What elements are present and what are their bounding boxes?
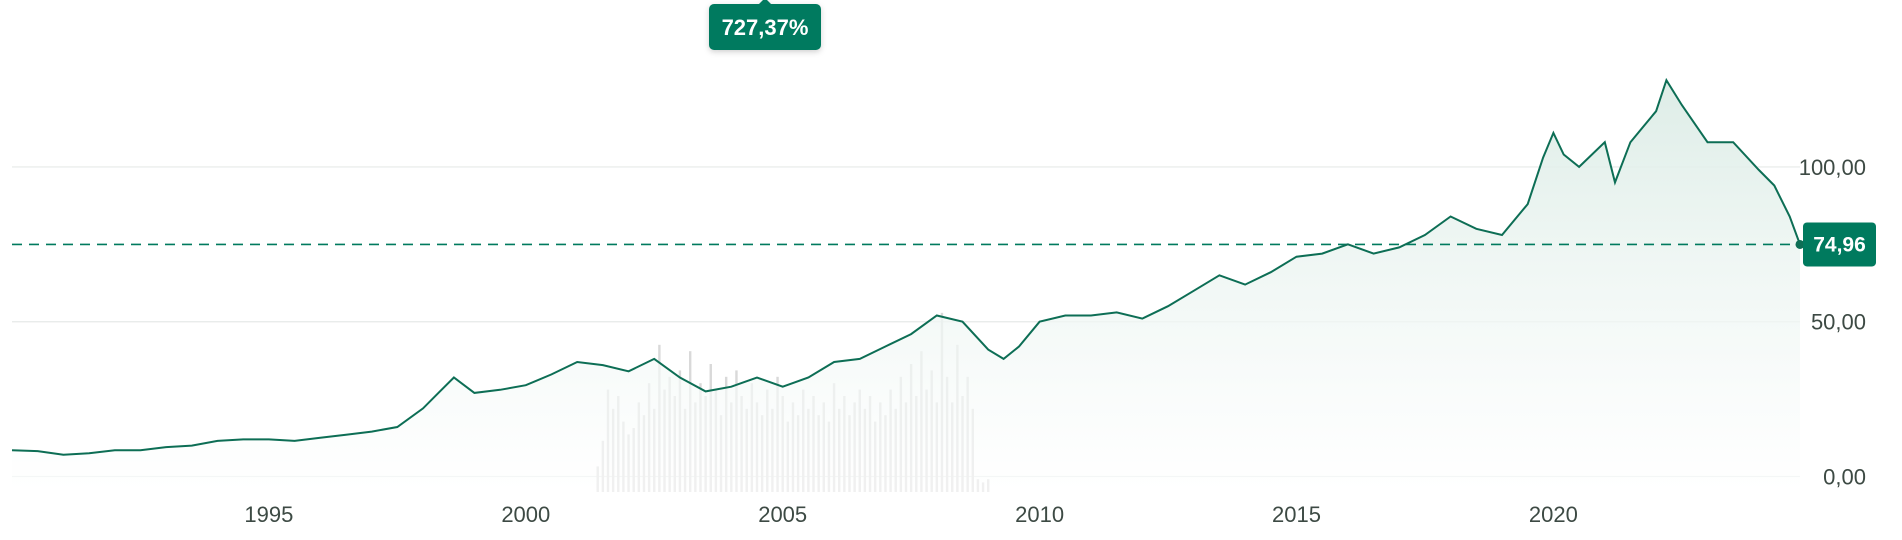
y-tick-label: 0,00 [1823,465,1866,490]
current-value-badge: 74,96 [1803,222,1876,267]
current-value-marker [1795,239,1805,249]
current-value-badge-bg [1803,222,1876,267]
y-tick-label: 100,00 [1799,155,1866,180]
x-tick-label: 2015 [1272,502,1321,527]
performance-badge-pointer [759,0,771,4]
x-axis-labels: 1995 2000 2005 2010 2015 2020 [244,502,1577,527]
x-tick-label: 2005 [758,502,807,527]
x-tick-label: 2010 [1015,502,1064,527]
x-tick-label: 2020 [1529,502,1578,527]
x-tick-label: 2000 [501,502,550,527]
price-line [11,77,1801,456]
performance-badge-text: 727,37% [722,15,809,40]
price-area-fill [12,80,1800,492]
y-axis-labels: 0,00 50,00 100,00 [1799,155,1866,490]
y-tick-label: 50,00 [1811,310,1866,335]
current-value-badge-text: 74,96 [1813,233,1866,256]
x-tick-label: 1995 [244,502,293,527]
performance-badge-bg [709,4,821,50]
performance-badge: 727,37% [709,0,821,50]
